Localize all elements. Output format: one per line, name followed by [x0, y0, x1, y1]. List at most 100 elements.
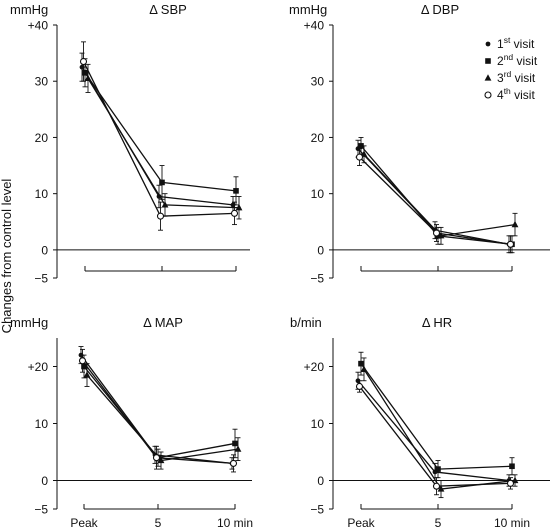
panel-0: mmHg Δ SBP +40 30 20 10 0 −5 — [10, 2, 250, 286]
data-point — [152, 454, 161, 462]
panel-title: Δ HR — [422, 315, 452, 330]
y-tick-label: 10 — [35, 187, 49, 201]
legend-marker — [485, 58, 491, 64]
y-tick-label: 10 — [311, 417, 325, 431]
data-point — [156, 212, 165, 220]
data-point — [437, 485, 445, 492]
series-4 — [355, 380, 515, 496]
y-tick-label: +40 — [28, 19, 49, 33]
y-tick-label: 0 — [41, 243, 48, 257]
series-3 — [360, 145, 519, 245]
legend-marker — [484, 74, 492, 81]
series-line — [360, 363, 513, 470]
legend-label-suffix: rd — [504, 69, 512, 79]
unit-label: mmHg — [10, 2, 48, 17]
series-2 — [82, 58, 239, 206]
series-4 — [78, 348, 238, 473]
legend-label-number: 1 — [497, 37, 504, 51]
series-3 — [84, 63, 243, 220]
data-point — [84, 74, 92, 82]
panel-1: mmHg Δ DBP +40 30 20 10 0 −5 — [289, 2, 550, 286]
data-point — [79, 57, 88, 66]
series-3 — [83, 363, 242, 470]
legend-label-suffix: th — [504, 86, 511, 96]
y-tick-label: 0 — [317, 243, 324, 257]
data-point — [81, 363, 87, 370]
data-point — [437, 232, 445, 239]
y-tick-label: −5 — [34, 503, 48, 517]
legend-label-suffix: nd — [504, 52, 514, 62]
data-point — [506, 240, 515, 248]
data-point — [159, 179, 165, 186]
series-3 — [360, 357, 519, 499]
legend-label-number: 4 — [497, 88, 504, 102]
data-point — [233, 188, 239, 194]
panel-title: Δ DBP — [421, 2, 459, 17]
x-tick-label: 10 min — [494, 516, 530, 530]
unit-label: mmHg — [10, 315, 48, 330]
unit-label: mmHg — [289, 2, 327, 17]
x-tick-label: 5 — [155, 516, 162, 530]
data-point — [78, 357, 87, 365]
series-2 — [81, 354, 238, 467]
data-point — [82, 69, 88, 76]
panel-title: Δ MAP — [143, 315, 183, 330]
legend-label-number: 2 — [497, 54, 504, 68]
shared-ylabel: Changes from control level — [0, 179, 14, 334]
data-point — [157, 456, 165, 464]
data-point — [506, 479, 515, 487]
x-tick-label: 5 — [435, 516, 442, 530]
legend-label: 4th visit — [497, 86, 535, 102]
legend-label-text: visit — [510, 37, 535, 51]
data-point — [511, 220, 519, 228]
panel-title: Δ SBP — [149, 2, 187, 17]
series-line — [363, 153, 516, 237]
series-1 — [79, 52, 236, 214]
legend-label-suffix: st — [504, 35, 511, 45]
series-1 — [355, 139, 512, 254]
series-1 — [355, 371, 512, 487]
series-4 — [355, 148, 515, 254]
y-tick-label: 0 — [317, 474, 324, 488]
data-point — [234, 445, 242, 452]
series-4 — [79, 41, 239, 231]
y-tick-label: 20 — [35, 131, 49, 145]
x-tick-label: 10 min — [217, 516, 253, 530]
series-line — [84, 72, 237, 192]
series-line — [83, 366, 236, 459]
data-point — [432, 229, 441, 237]
data-point — [161, 201, 169, 208]
data-point — [358, 143, 364, 149]
data-point — [435, 466, 441, 472]
y-tick-label: +20 — [28, 360, 49, 374]
y-tick-label: 10 — [311, 187, 325, 201]
y-tick-label: 0 — [41, 474, 48, 488]
unit-label: b/min — [290, 315, 322, 330]
panel-3: b/min Δ HR +20 10 0 −5 Peak 5 10 min — [290, 315, 550, 530]
legend-label-text: visit — [511, 88, 536, 102]
y-tick-label: 30 — [35, 75, 49, 89]
legend-label: 3rd visit — [497, 69, 536, 85]
x-tick-label: Peak — [70, 516, 98, 530]
y-tick-label: −5 — [310, 503, 324, 517]
y-tick-label: 30 — [311, 75, 325, 89]
series-line — [81, 66, 234, 206]
x-tick-label: Peak — [347, 516, 375, 530]
data-point — [229, 459, 238, 467]
y-tick-label: +40 — [304, 19, 325, 33]
y-tick-label: −5 — [34, 272, 48, 286]
data-point — [358, 360, 364, 367]
panel-2: mmHg Δ MAP +20 10 0 −5 Peak 5 10 min — [10, 315, 253, 530]
legend-label: 1st visit — [497, 35, 535, 51]
y-tick-label: 20 — [311, 131, 325, 145]
y-tick-label: −5 — [310, 272, 324, 286]
y-tick-label: +20 — [304, 360, 325, 374]
y-tick-label: 10 — [35, 417, 49, 431]
data-point — [230, 209, 239, 217]
legend-label-text: visit — [513, 54, 538, 68]
data-point — [235, 203, 243, 211]
data-point — [432, 482, 441, 490]
